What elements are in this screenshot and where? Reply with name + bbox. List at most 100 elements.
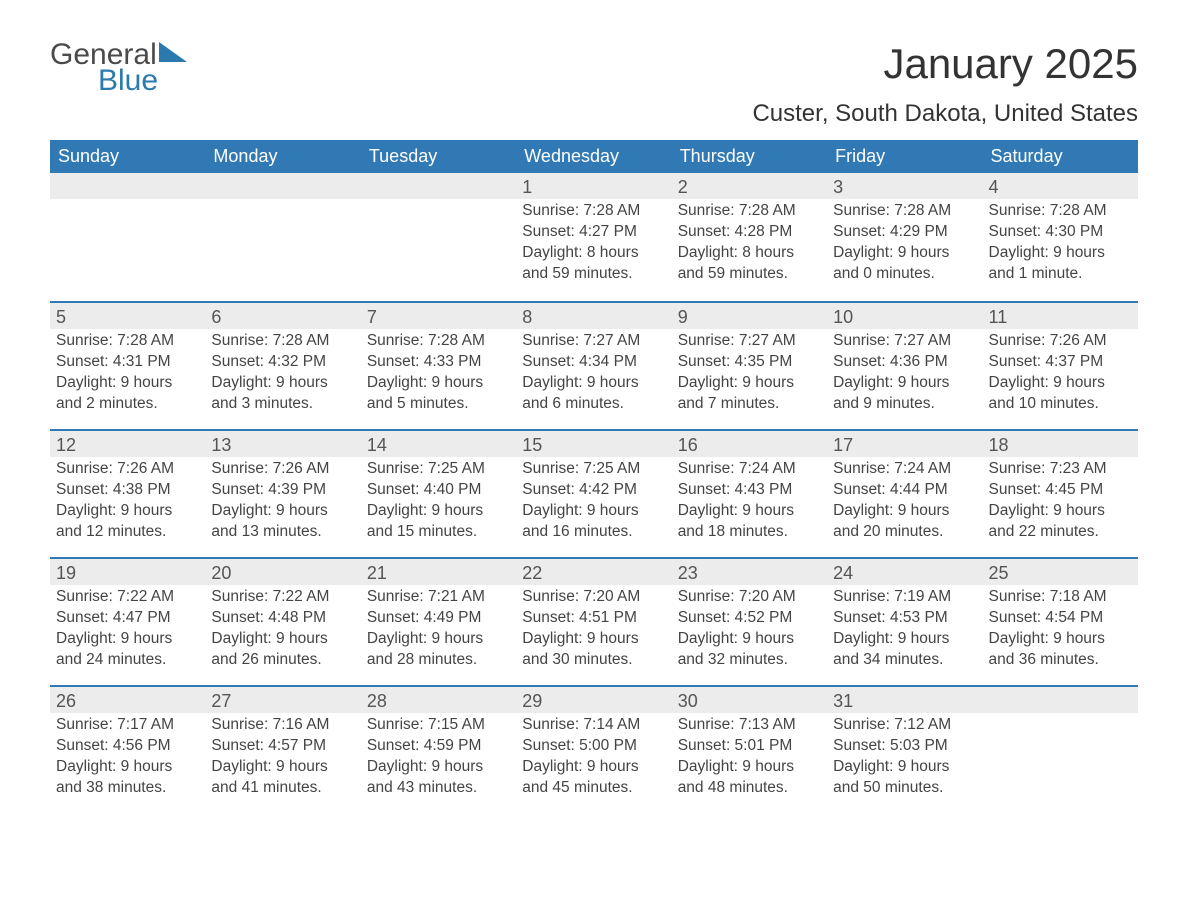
cell-body: Sunrise: 7:18 AMSunset: 4:54 PMDaylight:… xyxy=(983,585,1138,683)
day-number: 6 xyxy=(205,303,360,329)
day-number: 15 xyxy=(516,431,671,457)
day-number: 4 xyxy=(983,173,1138,199)
cell-body: Sunrise: 7:23 AMSunset: 4:45 PMDaylight:… xyxy=(983,457,1138,555)
daylight-text: Daylight: 9 hours and 32 minutes. xyxy=(678,629,821,671)
sunrise-text: Sunrise: 7:20 AM xyxy=(678,587,821,608)
dow-friday: Friday xyxy=(827,140,982,173)
sunrise-text: Sunrise: 7:22 AM xyxy=(56,587,199,608)
sunrise-text: Sunrise: 7:28 AM xyxy=(678,201,821,222)
daylight-text: Daylight: 9 hours and 22 minutes. xyxy=(989,501,1132,543)
weeks-container: 1Sunrise: 7:28 AMSunset: 4:27 PMDaylight… xyxy=(50,173,1138,813)
day-number: 28 xyxy=(361,687,516,713)
calendar-cell: 2Sunrise: 7:28 AMSunset: 4:28 PMDaylight… xyxy=(672,173,827,301)
daylight-text: Daylight: 9 hours and 41 minutes. xyxy=(211,757,354,799)
sunset-text: Sunset: 4:47 PM xyxy=(56,608,199,629)
cell-body: Sunrise: 7:19 AMSunset: 4:53 PMDaylight:… xyxy=(827,585,982,683)
day-number: 23 xyxy=(672,559,827,585)
calendar-cell xyxy=(361,173,516,301)
cell-body: Sunrise: 7:28 AMSunset: 4:31 PMDaylight:… xyxy=(50,329,205,427)
week-row: 12Sunrise: 7:26 AMSunset: 4:38 PMDayligh… xyxy=(50,429,1138,557)
cell-body: Sunrise: 7:24 AMSunset: 4:44 PMDaylight:… xyxy=(827,457,982,555)
cell-body: Sunrise: 7:26 AMSunset: 4:38 PMDaylight:… xyxy=(50,457,205,555)
header: General Blue January 2025 Custer, South … xyxy=(50,40,1138,128)
day-number xyxy=(50,173,205,199)
daylight-text: Daylight: 9 hours and 9 minutes. xyxy=(833,373,976,415)
sunrise-text: Sunrise: 7:28 AM xyxy=(367,331,510,352)
daylight-text: Daylight: 9 hours and 34 minutes. xyxy=(833,629,976,671)
daylight-text: Daylight: 9 hours and 43 minutes. xyxy=(367,757,510,799)
calendar-cell: 31Sunrise: 7:12 AMSunset: 5:03 PMDayligh… xyxy=(827,687,982,813)
sunrise-text: Sunrise: 7:27 AM xyxy=(522,331,665,352)
dow-wednesday: Wednesday xyxy=(516,140,671,173)
day-number: 10 xyxy=(827,303,982,329)
calendar-cell xyxy=(205,173,360,301)
sunrise-text: Sunrise: 7:16 AM xyxy=(211,715,354,736)
sunrise-text: Sunrise: 7:26 AM xyxy=(56,459,199,480)
day-number: 2 xyxy=(672,173,827,199)
sunset-text: Sunset: 4:36 PM xyxy=(833,352,976,373)
daylight-text: Daylight: 9 hours and 36 minutes. xyxy=(989,629,1132,671)
daylight-text: Daylight: 9 hours and 12 minutes. xyxy=(56,501,199,543)
calendar-cell: 22Sunrise: 7:20 AMSunset: 4:51 PMDayligh… xyxy=(516,559,671,685)
daylight-text: Daylight: 9 hours and 6 minutes. xyxy=(522,373,665,415)
daylight-text: Daylight: 9 hours and 7 minutes. xyxy=(678,373,821,415)
calendar-cell: 15Sunrise: 7:25 AMSunset: 4:42 PMDayligh… xyxy=(516,431,671,557)
sunrise-text: Sunrise: 7:19 AM xyxy=(833,587,976,608)
week-row: 26Sunrise: 7:17 AMSunset: 4:56 PMDayligh… xyxy=(50,685,1138,813)
cell-body: Sunrise: 7:26 AMSunset: 4:39 PMDaylight:… xyxy=(205,457,360,555)
calendar-cell: 7Sunrise: 7:28 AMSunset: 4:33 PMDaylight… xyxy=(361,303,516,429)
calendar-cell: 25Sunrise: 7:18 AMSunset: 4:54 PMDayligh… xyxy=(983,559,1138,685)
sunset-text: Sunset: 4:38 PM xyxy=(56,480,199,501)
calendar-cell: 14Sunrise: 7:25 AMSunset: 4:40 PMDayligh… xyxy=(361,431,516,557)
sunrise-text: Sunrise: 7:15 AM xyxy=(367,715,510,736)
sunset-text: Sunset: 4:34 PM xyxy=(522,352,665,373)
daylight-text: Daylight: 9 hours and 2 minutes. xyxy=(56,373,199,415)
day-number: 16 xyxy=(672,431,827,457)
day-number: 21 xyxy=(361,559,516,585)
calendar-cell: 24Sunrise: 7:19 AMSunset: 4:53 PMDayligh… xyxy=(827,559,982,685)
day-number: 25 xyxy=(983,559,1138,585)
sunset-text: Sunset: 4:27 PM xyxy=(522,222,665,243)
calendar-cell: 11Sunrise: 7:26 AMSunset: 4:37 PMDayligh… xyxy=(983,303,1138,429)
sunset-text: Sunset: 4:44 PM xyxy=(833,480,976,501)
sunrise-text: Sunrise: 7:17 AM xyxy=(56,715,199,736)
daylight-text: Daylight: 9 hours and 28 minutes. xyxy=(367,629,510,671)
calendar-cell: 23Sunrise: 7:20 AMSunset: 4:52 PMDayligh… xyxy=(672,559,827,685)
calendar-cell: 17Sunrise: 7:24 AMSunset: 4:44 PMDayligh… xyxy=(827,431,982,557)
cell-body xyxy=(983,713,1138,727)
calendar-cell: 16Sunrise: 7:24 AMSunset: 4:43 PMDayligh… xyxy=(672,431,827,557)
location: Custer, South Dakota, United States xyxy=(752,100,1138,128)
cell-body: Sunrise: 7:27 AMSunset: 4:35 PMDaylight:… xyxy=(672,329,827,427)
calendar-cell: 10Sunrise: 7:27 AMSunset: 4:36 PMDayligh… xyxy=(827,303,982,429)
cell-body: Sunrise: 7:24 AMSunset: 4:43 PMDaylight:… xyxy=(672,457,827,555)
day-number: 11 xyxy=(983,303,1138,329)
daylight-text: Daylight: 9 hours and 50 minutes. xyxy=(833,757,976,799)
day-number: 9 xyxy=(672,303,827,329)
calendar-cell: 1Sunrise: 7:28 AMSunset: 4:27 PMDaylight… xyxy=(516,173,671,301)
sunrise-text: Sunrise: 7:28 AM xyxy=(833,201,976,222)
cell-body: Sunrise: 7:25 AMSunset: 4:42 PMDaylight:… xyxy=(516,457,671,555)
calendar-cell: 3Sunrise: 7:28 AMSunset: 4:29 PMDaylight… xyxy=(827,173,982,301)
calendar-cell: 18Sunrise: 7:23 AMSunset: 4:45 PMDayligh… xyxy=(983,431,1138,557)
sunrise-text: Sunrise: 7:22 AM xyxy=(211,587,354,608)
cell-body: Sunrise: 7:27 AMSunset: 4:34 PMDaylight:… xyxy=(516,329,671,427)
cell-body xyxy=(205,199,360,213)
sunrise-text: Sunrise: 7:25 AM xyxy=(522,459,665,480)
sunrise-text: Sunrise: 7:28 AM xyxy=(211,331,354,352)
cell-body: Sunrise: 7:28 AMSunset: 4:33 PMDaylight:… xyxy=(361,329,516,427)
day-number: 7 xyxy=(361,303,516,329)
day-number: 17 xyxy=(827,431,982,457)
sunset-text: Sunset: 4:40 PM xyxy=(367,480,510,501)
sunrise-text: Sunrise: 7:23 AM xyxy=(989,459,1132,480)
cell-body: Sunrise: 7:22 AMSunset: 4:47 PMDaylight:… xyxy=(50,585,205,683)
day-number: 27 xyxy=(205,687,360,713)
day-number: 19 xyxy=(50,559,205,585)
calendar-cell: 13Sunrise: 7:26 AMSunset: 4:39 PMDayligh… xyxy=(205,431,360,557)
cell-body: Sunrise: 7:13 AMSunset: 5:01 PMDaylight:… xyxy=(672,713,827,811)
dow-saturday: Saturday xyxy=(983,140,1138,173)
cell-body xyxy=(361,199,516,213)
week-row: 19Sunrise: 7:22 AMSunset: 4:47 PMDayligh… xyxy=(50,557,1138,685)
cell-body: Sunrise: 7:12 AMSunset: 5:03 PMDaylight:… xyxy=(827,713,982,811)
daylight-text: Daylight: 9 hours and 48 minutes. xyxy=(678,757,821,799)
sunset-text: Sunset: 4:52 PM xyxy=(678,608,821,629)
